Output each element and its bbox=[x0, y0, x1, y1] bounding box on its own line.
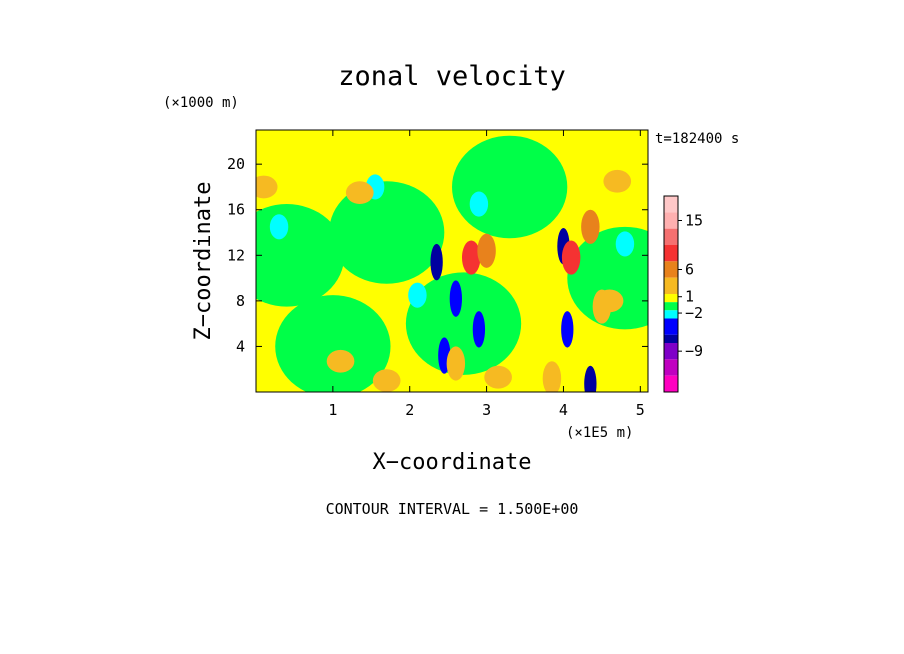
y-tick-label-4: 20 bbox=[227, 155, 245, 173]
x-tick-label-4: 5 bbox=[636, 401, 645, 419]
colorbar-tick-label-3: −2 bbox=[685, 304, 703, 322]
colorbar-level-11 bbox=[664, 343, 678, 360]
y-tick-label-1: 8 bbox=[236, 292, 245, 310]
colorbar-level-2 bbox=[664, 228, 678, 245]
colorbar-level-1 bbox=[664, 212, 678, 229]
field-cyan-patch-8 bbox=[615, 231, 635, 257]
colorbar-tick-label-0: 15 bbox=[685, 212, 703, 230]
colorbar-level-12 bbox=[664, 359, 678, 376]
field-background-band-4 bbox=[405, 272, 522, 375]
colorbar-level-6 bbox=[664, 294, 678, 303]
colorbar-level-9 bbox=[664, 318, 678, 335]
y-tick-label-0: 4 bbox=[236, 337, 245, 355]
field-orange-patch-13 bbox=[603, 169, 632, 193]
field-background-band-5 bbox=[329, 181, 445, 284]
colorbar-level-3 bbox=[664, 245, 678, 262]
time-label: t=182400 s bbox=[655, 131, 739, 147]
field-core-positive-19 bbox=[461, 240, 481, 275]
field-core-positive-20 bbox=[477, 233, 496, 268]
field-orange-patch-17 bbox=[326, 349, 355, 373]
colorbar-tick-label-1: 6 bbox=[685, 261, 694, 279]
field-background-band-1 bbox=[275, 295, 391, 392]
field-orange-patch-12 bbox=[345, 181, 374, 205]
x-tick-label-0: 1 bbox=[328, 401, 337, 419]
plot-frame bbox=[255, 129, 649, 393]
contour-field bbox=[256, 130, 648, 392]
field-core-negative-18 bbox=[430, 243, 443, 281]
contour-interval-label: CONTOUR INTERVAL = 1.500E+00 bbox=[326, 500, 579, 518]
colorbar-level-4 bbox=[664, 261, 678, 278]
field-cyan-patch-9 bbox=[408, 282, 427, 308]
field-cyan-patch-10 bbox=[469, 191, 489, 217]
y-unit-label: (×1000 m) bbox=[163, 95, 239, 111]
colorbar-level-8 bbox=[664, 310, 678, 319]
colorbar: 15 6 1−2 −9 bbox=[663, 195, 703, 393]
colorbar-level-5 bbox=[664, 277, 678, 294]
colorbar-level-10 bbox=[664, 334, 678, 343]
colorbar-level-13 bbox=[664, 375, 678, 392]
x-unit-label: (×1E5 m) bbox=[566, 425, 633, 441]
y-axis-label: Z−coordinate bbox=[191, 182, 216, 341]
field-core-negative-22 bbox=[472, 311, 486, 348]
field-core-negative-28 bbox=[561, 311, 574, 348]
chart-title: zonal velocity bbox=[338, 61, 566, 92]
y-axis-ticks: 4 8 12 16 20 bbox=[227, 155, 648, 355]
field-orange-patch-15 bbox=[372, 369, 401, 392]
field-orange-patch-16 bbox=[484, 365, 512, 389]
field-core-positive-30 bbox=[542, 361, 562, 392]
x-tick-label-1: 2 bbox=[405, 401, 414, 419]
field-core-negative-29 bbox=[584, 365, 597, 392]
y-tick-label-2: 12 bbox=[227, 246, 245, 264]
x-axis-ticks: 1 2 3 4 5 bbox=[328, 130, 645, 419]
field-core-negative-21 bbox=[449, 280, 462, 317]
x-axis-label: X−coordinate bbox=[373, 450, 532, 475]
colorbar-tick-label-4: −9 bbox=[685, 342, 703, 360]
colorbar-tick-label-2: 1 bbox=[685, 288, 694, 306]
field-core-positive-31 bbox=[592, 289, 612, 324]
field-background-band-2 bbox=[452, 135, 568, 239]
x-tick-label-3: 4 bbox=[559, 401, 568, 419]
colorbar-level-0 bbox=[664, 196, 678, 213]
x-tick-label-2: 3 bbox=[482, 401, 491, 419]
field-background-band-0 bbox=[256, 204, 345, 307]
field-core-positive-27 bbox=[581, 209, 600, 244]
field-core-positive-26 bbox=[561, 240, 581, 275]
colorbar-level-7 bbox=[664, 302, 678, 311]
colorbar-frame bbox=[663, 195, 679, 393]
y-tick-label-3: 16 bbox=[227, 201, 245, 219]
field-core-positive-24 bbox=[446, 346, 466, 381]
field-orange-patch-11 bbox=[256, 175, 278, 199]
field-cyan-patch-6 bbox=[269, 214, 289, 240]
